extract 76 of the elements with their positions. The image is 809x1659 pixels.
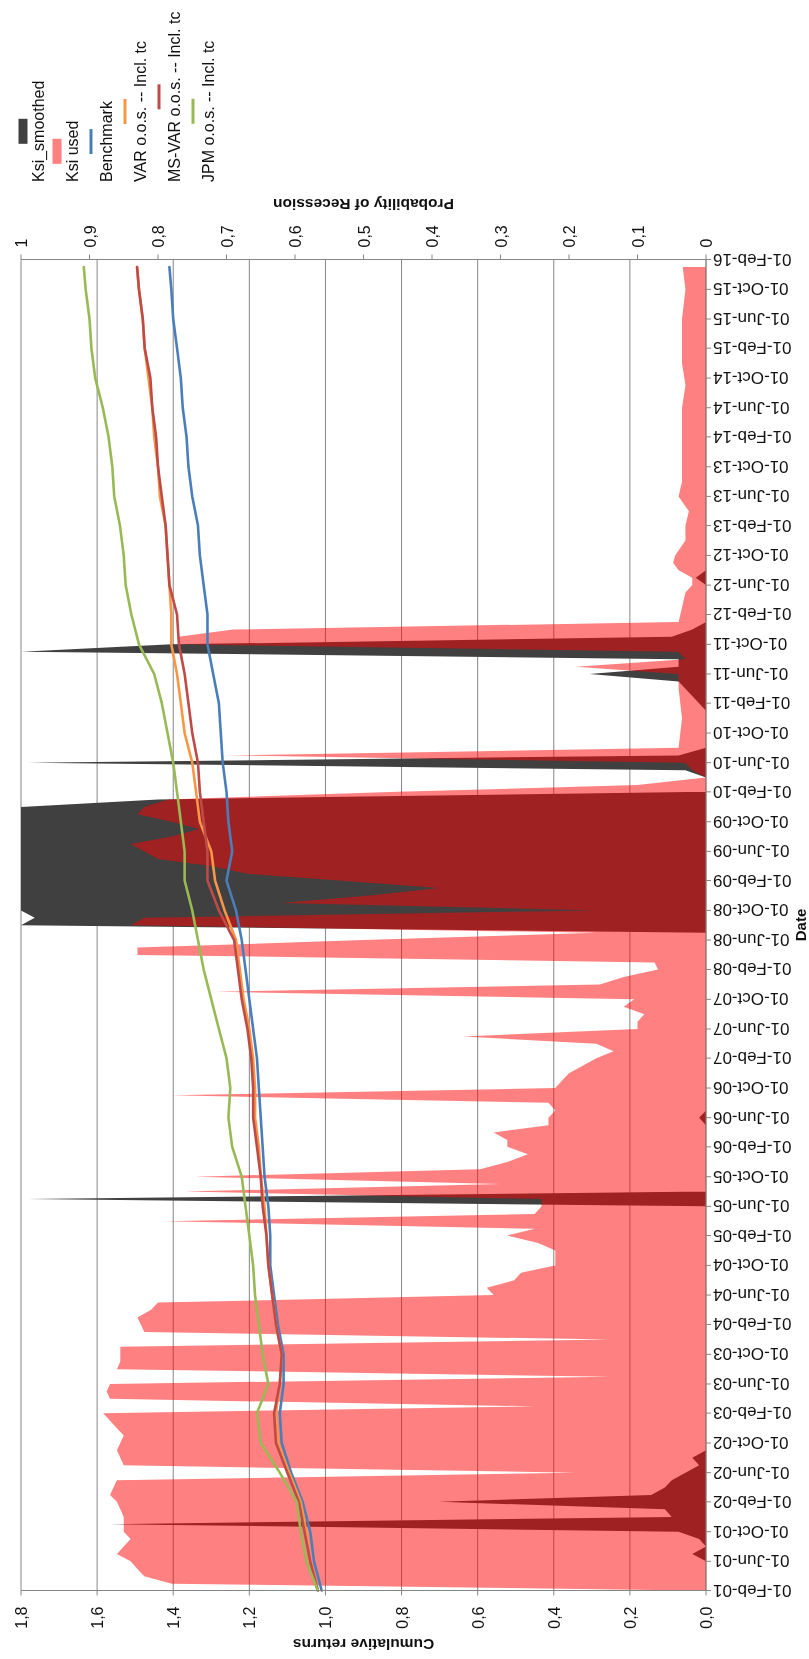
y-tick-label: 01-Jun-06 [713,1108,790,1128]
y-axis-title: Date [792,908,809,942]
y-tick-label: 01-Oct-01 [713,1522,789,1542]
y-tick-label: 01-Jun-02 [713,1463,790,1483]
x2-tick-label: 0,1 [629,225,646,248]
y-tick-label: 01-Feb-02 [713,1492,792,1512]
y-tick-label: 01-Oct-12 [713,545,789,565]
y-tick-label: 01-Jun-13 [713,486,790,506]
y-tick-label: 01-Oct-11 [713,634,788,654]
y-tick-label: 01-Jun-08 [713,930,790,950]
y-tick-label: 01-Feb-16 [713,250,792,269]
x2-axis-title: Probability of Recession [273,196,454,214]
y-tick-label: 01-Oct-15 [713,279,789,299]
legend-label: JPM o.o.s. -- Incl. tc [199,40,217,182]
x-tick-label: 1,0 [316,1606,334,1629]
x2-tick-label: 1 [12,238,30,248]
y-tick-label: 01-Jun-12 [713,575,790,595]
x-tick-label: 0,6 [469,1606,487,1629]
x2-tick-label: 0 [697,238,715,248]
legend-label: VAR o.o.s. -- Incl. tc [131,40,149,182]
legend-label: Ksi_smoothed [29,80,48,182]
y-tick-label: 01-Feb-12 [713,604,792,624]
y-tick-label: 01-Oct-10 [713,723,789,743]
y-tick-label: 01-Feb-15 [713,338,792,358]
x-tick-label: 1,2 [240,1606,258,1629]
y-tick-label: 01-Jun-11 [713,664,789,684]
y-tick-label: 01-Jun-10 [713,753,790,773]
legend-label: Ksi used [63,120,81,182]
y-tick-label: 01-Jun-15 [713,309,790,329]
y-tick-label: 01-Jun-09 [713,841,790,861]
y-tick-label: 01-Jun-14 [713,398,790,418]
x2-tick-label: 0,4 [423,225,441,248]
legend-label: Benchmark [97,100,115,182]
x-tick-label: 0,4 [545,1606,563,1629]
y-tick-label: 01-Feb-11 [713,693,791,713]
y-tick-label: 01-Oct-03 [713,1344,789,1364]
x2-tick-label: 0,7 [218,225,235,248]
y-tick-label: 01-Feb-05 [713,1226,792,1246]
y-tick-label: 01-Oct-05 [713,1167,789,1187]
x-tick-label: 1,6 [88,1606,106,1629]
x2-tick-label: 0,5 [355,225,372,248]
y-tick-label: 01-Jun-01 [713,1551,790,1571]
y-tick-label: 01-Feb-07 [713,1048,792,1068]
y-tick-label: 01-Jun-04 [713,1285,790,1305]
x-tick-label: 0,2 [621,1606,639,1629]
y-tick-label: 01-Oct-04 [713,1255,789,1275]
x2-tick-label: 0,2 [560,225,578,248]
x-tick-label: 0,8 [393,1606,411,1629]
y-tick-label: 01-Oct-08 [713,900,789,920]
x2-tick-label: 0,8 [149,225,167,248]
y-tick-label: 01-Jun-05 [713,1196,790,1216]
y-tick-label: 01-Jun-07 [713,1019,790,1039]
y-tick-label: 01-Feb-08 [713,959,792,979]
y-tick-label: 01-Feb-09 [713,871,792,891]
x-tick-label: 1,4 [164,1606,182,1629]
y-tick-label: 01-Oct-13 [713,457,789,477]
y-tick-label: 01-Jun-03 [713,1374,790,1394]
legend-label: MS-VAR o.o.s. -- Incl. tc [165,11,183,182]
y-tick-label: 01-Oct-02 [713,1433,789,1453]
x2-tick-label: 0,6 [286,225,304,248]
x-tick-label: 0,0 [697,1606,715,1629]
y-tick-label: 01-Oct-09 [713,812,789,832]
y-tick-label: 01-Feb-04 [713,1314,792,1334]
y-tick-label: 01-Feb-03 [713,1403,792,1423]
x-tick-label: 1,8 [12,1606,30,1629]
y-tick-label: 01-Oct-14 [713,368,789,388]
y-tick-label: 01-Oct-07 [713,989,789,1009]
x2-tick-label: 0,3 [492,225,509,248]
y-tick-label: 01-Feb-10 [713,782,792,802]
y-tick-label: 01-Feb-14 [713,427,792,447]
y-tick-label: 01-Feb-13 [713,516,792,536]
y-tick-label: 01-Feb-01 [713,1581,792,1600]
y-tick-label: 01-Oct-06 [713,1078,789,1098]
x2-tick-label: 0,9 [81,225,98,248]
x-axis-title: Cumulative returns [292,1636,435,1654]
y-tick-label: 01-Feb-06 [713,1137,792,1157]
